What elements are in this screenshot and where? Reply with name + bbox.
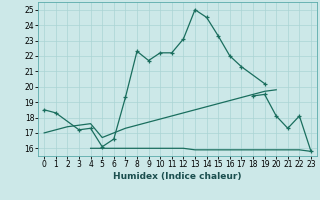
X-axis label: Humidex (Indice chaleur): Humidex (Indice chaleur) [113,172,242,181]
